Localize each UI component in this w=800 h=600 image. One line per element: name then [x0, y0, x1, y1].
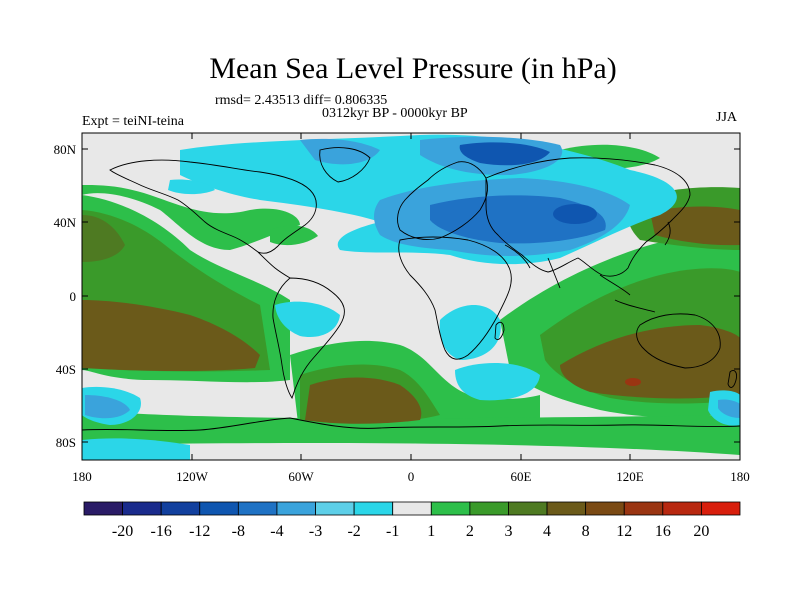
colorbar-swatch [83, 501, 123, 516]
colorbar-swatch [546, 501, 587, 516]
region-west-pacific-olive [650, 206, 740, 246]
colorbar-label: -3 [309, 523, 322, 540]
experiment-label: Expt = teiNI-teina [82, 114, 184, 129]
colorbar-swatch [122, 501, 162, 516]
coast-europe [397, 161, 489, 241]
coast-greenland [319, 147, 371, 183]
colorbar-swatch [199, 501, 239, 516]
region-indian-olive [560, 325, 740, 399]
colorbar-label: 4 [543, 523, 551, 540]
rmsd-diff-stats: rmsd= 2.43513 diff= 0.806335 [215, 93, 388, 108]
colorbar-swatch [353, 501, 394, 516]
lat-tick-40s: 40S [56, 362, 76, 377]
colorbar-label: -1 [386, 523, 399, 540]
colorbar-label: -20 [112, 523, 133, 540]
lon-tick-120e: 120E [616, 469, 644, 484]
colorbar-swatch [585, 501, 625, 516]
region-brazil-cyan [275, 301, 340, 338]
colorbar-label: 8 [582, 523, 590, 540]
colorbar-swatch [392, 501, 432, 516]
colorbar-label: -12 [189, 523, 210, 540]
coastlines [82, 147, 740, 432]
coast-africa [398, 236, 512, 360]
coast-antarctica [82, 417, 740, 432]
colorbar-label: 12 [616, 523, 632, 540]
lat-tick-80s: 80S [56, 435, 76, 450]
region-north-pacific-green [82, 185, 300, 250]
lon-tick-180e: 180 [730, 469, 750, 484]
colorbar-swatch [662, 501, 702, 516]
colorbar-label: 16 [655, 523, 671, 540]
strong-negative-regions [430, 142, 606, 244]
colorbar-label: 3 [504, 523, 512, 540]
colorbar-swatch [276, 501, 316, 516]
strong-positive-regions [82, 206, 740, 424]
lon-tick-0: 0 [408, 469, 415, 484]
coast-japan [664, 221, 671, 246]
coast-madagascar [494, 321, 505, 341]
colorbar-swatch [430, 501, 471, 516]
coast-south-america [272, 277, 345, 400]
coast-central-america [257, 251, 291, 279]
region-pacific-nw-cyan [168, 179, 215, 195]
coast-north-america [109, 159, 317, 254]
colorbar-label: -8 [232, 523, 245, 540]
colorbar-labels: -20 -16 -12 -8 -4 -3 -2 -1 1 2 3 4 8 12 16 20 [112, 523, 709, 540]
colorbar-swatch [315, 501, 355, 516]
colorbar-swatch [508, 501, 548, 516]
coast-asia [485, 157, 691, 277]
colorbar-label: -16 [151, 523, 172, 540]
coast-southeast-asia [599, 274, 656, 313]
colorbar-swatch [160, 501, 201, 516]
colorbar-swatch [701, 501, 741, 516]
region-sw-pacific-blue [85, 395, 130, 419]
coast-australia [636, 313, 721, 369]
lat-tick-0: 0 [70, 289, 77, 304]
lon-tick-120w: 120W [176, 469, 209, 484]
region-gulf-green [270, 225, 318, 246]
map-title: Mean Sea Level Pressure (in hPa) [209, 52, 617, 85]
colorbar-swatch [469, 501, 509, 516]
time-period-label: 0312kyr BP - 0000kyr BP [322, 106, 468, 121]
colorbar-label: 1 [427, 523, 435, 540]
region-scandinavia-deepblue [459, 142, 550, 166]
region-southern-atlantic-cyan [455, 363, 540, 401]
region-pacific-north-olive [82, 215, 125, 262]
colorbar-label: 20 [693, 523, 709, 540]
colorbar-label: 2 [466, 523, 474, 540]
region-pacific-olive [82, 300, 260, 371]
region-africa-cyan [439, 305, 501, 360]
lon-tick-60w: 60W [288, 469, 314, 484]
colorbar-label: -4 [270, 523, 283, 540]
region-south-band-cyan [82, 438, 190, 460]
lon-tick-60e: 60E [511, 469, 532, 484]
pressure-field [82, 133, 740, 460]
longitude-axis [81, 133, 741, 460]
region-indian-max [625, 378, 641, 386]
colorbar-swatch [237, 501, 278, 516]
colorbar-swatch [623, 501, 664, 516]
region-central-asia-core [553, 204, 597, 224]
colorbar-label: -2 [347, 523, 360, 540]
lat-tick-80n: 80N [54, 142, 77, 157]
latitude-axis [82, 148, 740, 443]
lon-tick-180w: 180 [72, 469, 92, 484]
coast-new-zealand [727, 369, 737, 388]
region-se-pacific-blue [718, 399, 740, 418]
lat-tick-40n: 40N [54, 215, 77, 230]
region-south-atlantic-olive [305, 377, 422, 424]
season-label: JJA [716, 110, 738, 125]
colorbar [83, 501, 741, 516]
region-south-ocean-band-green [82, 410, 740, 455]
coast-arabia-india [504, 244, 561, 289]
